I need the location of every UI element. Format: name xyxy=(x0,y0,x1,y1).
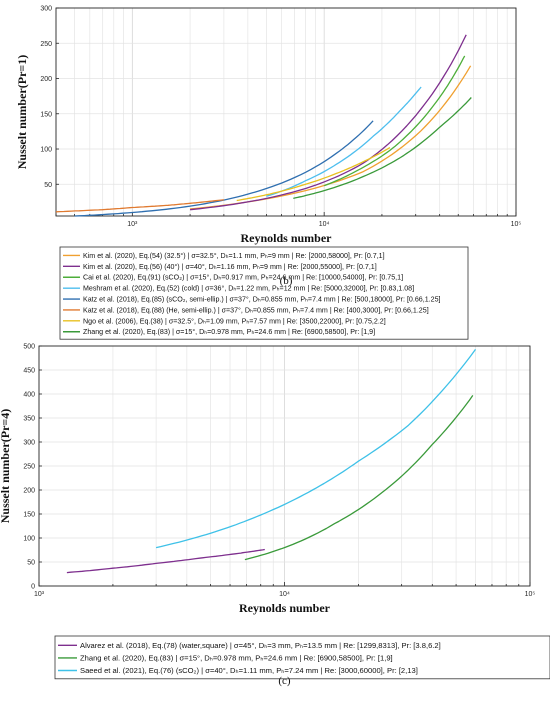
series-line xyxy=(323,55,466,187)
legend-entry: Katz et al. (2018), Eq.(85) (sCO₂, semi-… xyxy=(83,295,441,303)
legend-entry: Saeed et al. (2021), Eq.(76) (sCO₂) | σ=… xyxy=(80,666,418,675)
y-tick-label: 300 xyxy=(23,440,35,447)
y-tick-label: 450 xyxy=(23,368,35,375)
series-line xyxy=(66,548,265,574)
x-axis-label: Reynolds number xyxy=(240,231,332,245)
x-tick-label: 10⁴ xyxy=(319,221,330,228)
legend-entry: Cai et al. (2020), Eq.(91) (sCO₂) | σ=15… xyxy=(83,274,403,282)
y-tick-label: 50 xyxy=(27,560,35,567)
y-tick-label: 200 xyxy=(23,488,35,495)
y-axis-label: Nusselt number(Pr=1) xyxy=(15,55,29,170)
series-line xyxy=(236,147,391,202)
series-line xyxy=(190,34,467,211)
y-tick-label: 100 xyxy=(23,536,35,543)
y-tick-label: 150 xyxy=(23,512,35,519)
panel-label: (c) xyxy=(278,675,291,687)
y-tick-label: 500 xyxy=(23,344,35,351)
legend-entry: Katz et al. (2018), Eq.(88) (He, semi-el… xyxy=(83,306,429,314)
y-tick-label: 250 xyxy=(23,464,35,471)
legend-entry: Kim et al. (2020), Eq.(56) (40°) | σ=40°… xyxy=(83,263,377,271)
legend-entry: Zhang et al. (2020), Eq.(83) | σ=15°, Dₕ… xyxy=(83,328,375,336)
panel-label: (b) xyxy=(280,275,293,287)
y-tick-label: 50 xyxy=(44,182,52,189)
y-tick-label: 350 xyxy=(23,416,35,423)
grid xyxy=(38,345,531,587)
x-tick-label: 10⁴ xyxy=(279,591,290,598)
y-tick-label: 100 xyxy=(40,147,52,154)
series-group xyxy=(66,349,477,574)
series-line xyxy=(74,120,374,217)
series-line xyxy=(55,199,224,213)
x-tick-label: 10⁵ xyxy=(525,591,536,598)
x-tick-label: 10³ xyxy=(34,591,45,598)
y-tick-label: 200 xyxy=(40,76,52,83)
y-tick-label: 400 xyxy=(23,392,35,399)
y-tick-label: 300 xyxy=(40,6,52,13)
x-axis-label: Reynolds number xyxy=(239,601,331,615)
legend-box xyxy=(54,635,550,680)
panel-c-chart: 0 50 100 150 200 250 300 350 400 450 500 10³ 10⁴ 10⁵ R… xyxy=(0,344,550,687)
legend-entry: Zhang et al. (2020), Eq.(83) | σ=15°, Dₕ… xyxy=(80,653,393,662)
legend-entry: Ngo et al. (2006), Eq.(38) | σ=32.5°, Dₕ… xyxy=(83,317,386,325)
y-tick-label: 0 xyxy=(31,584,35,591)
legend: Kim et al. (2020), Eq.(54) (32.5°) | σ=3… xyxy=(59,246,469,340)
x-tick-label: 10⁵ xyxy=(511,221,522,228)
series-line xyxy=(293,97,472,200)
x-tick-label: 10³ xyxy=(127,221,138,228)
y-tick-label: 250 xyxy=(40,41,52,48)
series-line xyxy=(155,349,477,549)
axes-frame xyxy=(55,7,517,217)
legend-entry: Kim et al. (2020), Eq.(54) (32.5°) | σ=3… xyxy=(83,252,385,260)
series-line xyxy=(266,86,422,197)
plot-area xyxy=(56,8,516,216)
series-line xyxy=(244,395,474,561)
legend-entry: Meshram et al. (2020), Eq.(52) (cold) | … xyxy=(83,285,414,293)
y-tick-label: 150 xyxy=(40,111,52,118)
panel-b-chart: 50 100 150 200 250 300 10³ 10⁴ 10⁵ Reynolds numbe… xyxy=(15,6,521,340)
legend: Alvarez et al. (2018), Eq.(78) (water,sq… xyxy=(54,635,550,680)
y-axis-label: Nusselt number(Pr=4) xyxy=(0,409,12,524)
legend-entry: Alvarez et al. (2018), Eq.(78) (water,sq… xyxy=(80,641,441,650)
legend-box xyxy=(59,246,469,340)
series-group xyxy=(55,34,472,217)
